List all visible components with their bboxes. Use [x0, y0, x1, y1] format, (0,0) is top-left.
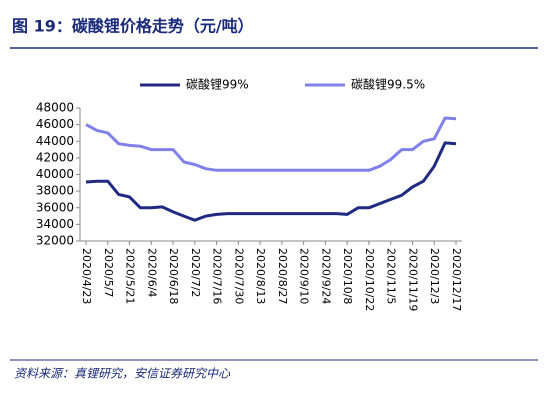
x-tick-label: 2020/12/17	[450, 248, 463, 311]
y-tick-label: 42000	[36, 150, 74, 164]
x-tick-label: 2020/5/21	[124, 248, 137, 304]
series-line	[85, 141, 457, 222]
x-tick-label: 2020/11/19	[406, 248, 419, 311]
source: 资料来源：真锂研究，安信证券研究中心	[14, 367, 231, 381]
x-tick-label: 2020/9/24	[319, 248, 332, 304]
y-tick-label: 36000	[36, 200, 74, 214]
x-tick-label: 2020/6/4	[145, 248, 158, 297]
y-tick-label: 48000	[36, 101, 74, 115]
legend-label: 碳酸锂99%	[186, 77, 249, 92]
x-tick-label: 2020/8/27	[276, 248, 289, 304]
x-tick-label: 2020/12/3	[428, 248, 441, 304]
x-tick-label: 2020/6/18	[167, 248, 180, 304]
legend-label: 碳酸锂99.5%	[351, 77, 425, 92]
y-tick-label: 40000	[36, 167, 74, 181]
x-tick-label: 2020/10/8	[341, 248, 354, 304]
series-line	[85, 116, 457, 172]
y-tick-label: 32000	[36, 234, 74, 248]
x-tick-label: 2020/5/7	[102, 248, 115, 297]
x-tick-label: 2020/7/2	[189, 248, 202, 297]
chart-title: 图 19：碳酸锂价格走势（元/吨）	[12, 17, 254, 36]
y-tick-label: 44000	[36, 134, 74, 148]
y-tick-label: 34000	[36, 217, 74, 231]
x-tick-label: 2020/7/30	[232, 248, 245, 304]
x-tick-label: 2020/7/16	[211, 248, 224, 304]
x-tick-label: 2020/8/13	[254, 248, 267, 304]
y-tick-label: 46000	[36, 117, 74, 131]
x-tick-label: 2020/9/10	[298, 248, 311, 304]
x-tick-label: 2020/11/5	[385, 248, 398, 304]
x-tick-label: 2020/10/22	[363, 248, 376, 311]
x-tick-label: 2020/4/23	[80, 248, 93, 304]
y-tick-label: 38000	[36, 184, 74, 198]
